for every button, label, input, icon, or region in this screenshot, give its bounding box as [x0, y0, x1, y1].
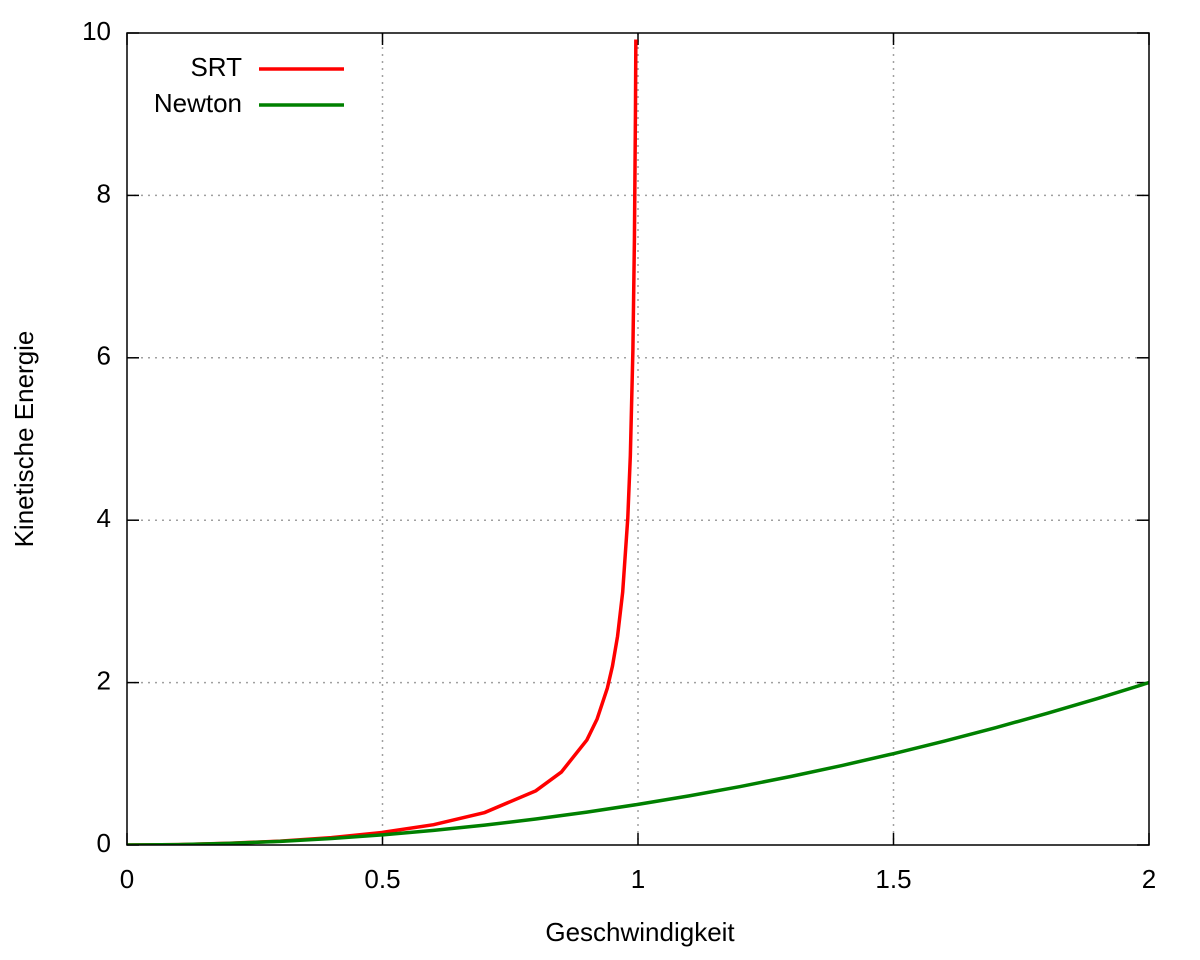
legend-label: SRT [190, 52, 242, 82]
x-tick-label: 1 [631, 864, 645, 894]
y-tick-label: 8 [97, 178, 111, 208]
plot-frame [126, 32, 1150, 846]
x-axis-label: Geschwindigkeit [545, 917, 735, 947]
series-line [127, 680, 1149, 845]
x-tick-label: 0 [120, 864, 134, 894]
x-tick-label: 1.5 [875, 864, 911, 894]
legend-label: Newton [154, 88, 242, 118]
y-tick-label: 6 [97, 341, 111, 371]
x-tick-label: 0.5 [364, 864, 400, 894]
y-tick-label: 10 [82, 16, 111, 46]
x-tick-label: 2 [1142, 864, 1156, 894]
y-tick-label: 0 [97, 828, 111, 858]
y-tick-label: 4 [97, 503, 111, 533]
y-axis-label: Kinetische Energie [9, 331, 39, 548]
y-tick-label: 2 [97, 665, 111, 695]
plot-area [127, 39, 1149, 845]
series-line [127, 39, 638, 845]
